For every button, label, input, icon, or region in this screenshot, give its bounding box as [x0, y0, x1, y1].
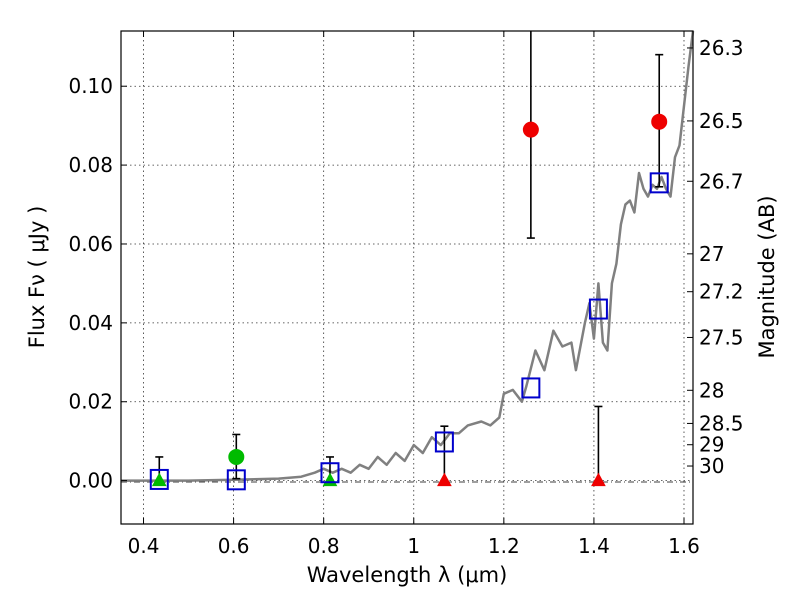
x-tick-label: 0.6: [218, 534, 250, 558]
upper-limit-triangle: [151, 472, 167, 487]
right-y-axis-label: Magnitude (AB): [755, 195, 779, 358]
y-tick-label: 0.08: [68, 153, 113, 177]
model-photometry-square: [588, 298, 608, 320]
spectrum-line: [121, 30, 695, 482]
model-photometry-square: [226, 469, 246, 491]
x-tick-label: 1.4: [578, 534, 610, 558]
y-tick-label: 0.00: [68, 469, 113, 493]
x-axis-label: Wavelength λ (μm): [307, 563, 508, 587]
y-tick-label: 0.04: [68, 311, 113, 335]
model-photometry-square: [521, 377, 541, 399]
upper-limit-triangle: [322, 472, 338, 487]
mag-tick-label: 27.2: [699, 280, 744, 304]
mag-tick-label: 26.3: [699, 36, 744, 60]
y-tick-label: 0.02: [68, 390, 113, 414]
upper-limit-triangle: [437, 472, 452, 487]
series-layer: [121, 30, 695, 491]
mag-tick-label: 27: [699, 242, 724, 266]
mag-tick-label: 26.5: [699, 109, 744, 133]
mag-tick-label: 29: [699, 433, 724, 457]
y-axis-label: Flux Fν ( μJy ): [25, 206, 49, 349]
model-photometry-square: [320, 462, 340, 484]
x-tick-label: 1: [407, 534, 420, 558]
grid-lines: [121, 31, 693, 524]
mag-tick-label: 26.7: [699, 169, 744, 193]
axis-layer: 0.4 0.6 0.8 1 1.2 1.4 1.6 0.00 0.02 0.04 0.06 0.08 0…: [68, 31, 744, 558]
mag-tick-label: 27.5: [699, 325, 744, 349]
model-photometry-square: [434, 431, 454, 453]
model-photometry-square: [149, 468, 169, 490]
x-tick-label: 0.4: [128, 534, 160, 558]
upper-limit-triangle: [591, 472, 606, 487]
detection-point: [228, 448, 245, 465]
mag-tick-label: 30: [699, 454, 724, 478]
model-photometry-square: [649, 172, 669, 194]
x-tick-label: 0.8: [308, 534, 340, 558]
plot-frame: [120, 30, 694, 525]
x-tick-label: 1.6: [668, 534, 700, 558]
mag-tick-label: 28.5: [699, 411, 744, 435]
mag-tick-label: 28: [699, 378, 724, 402]
detection-point: [522, 121, 539, 138]
y-tick-label: 0.06: [68, 232, 113, 256]
detection-point: [651, 113, 668, 130]
x-tick-label: 1.2: [488, 534, 520, 558]
y-tick-label: 0.10: [68, 74, 113, 98]
